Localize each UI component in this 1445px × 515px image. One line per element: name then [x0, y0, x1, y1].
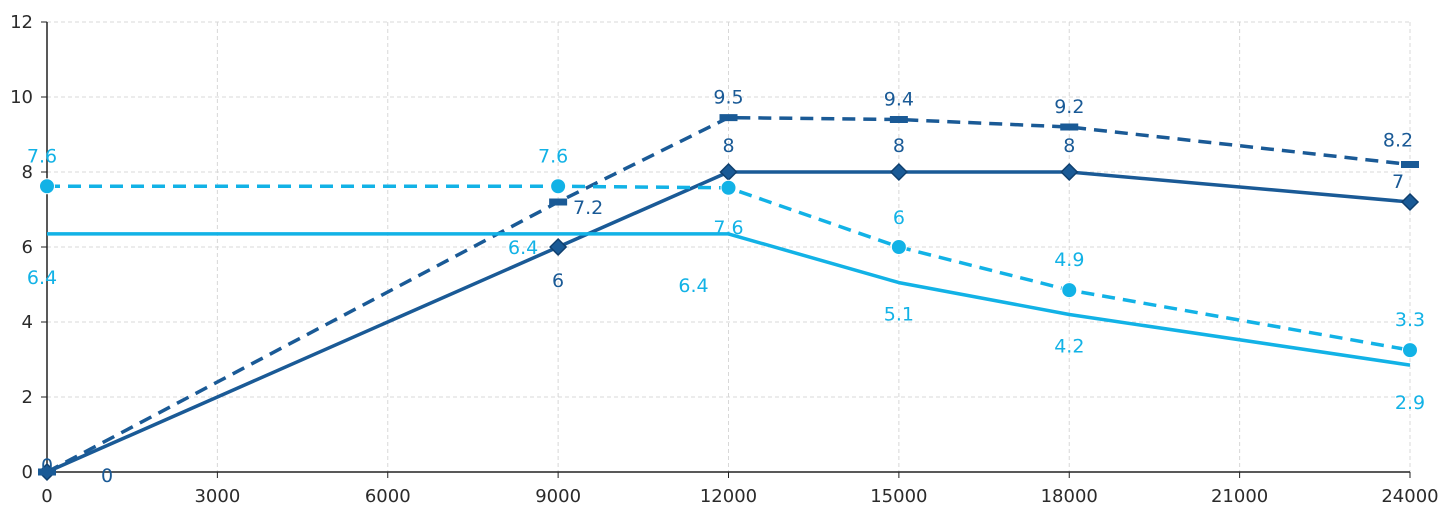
- y-tick-label: 10: [10, 87, 33, 108]
- data-point-circle: [550, 178, 567, 195]
- data-series: [46, 115, 1411, 474]
- data-point-circle: [890, 239, 907, 255]
- data-label: 9.2: [1054, 96, 1084, 118]
- data-label: 3.3: [1395, 309, 1425, 331]
- data-label: 6.4: [508, 237, 538, 259]
- x-tick-label: 0: [41, 486, 52, 507]
- y-tick-label: 2: [22, 387, 33, 408]
- data-markers: [37, 114, 1420, 482]
- data-label: 6: [552, 270, 564, 292]
- x-tick-label: 3000: [194, 486, 240, 507]
- data-point-dash: [549, 198, 568, 206]
- data-point-dash: [38, 468, 56, 476]
- data-point-dash: [1401, 161, 1419, 168]
- y-tick-label: 12: [10, 12, 33, 33]
- x-tick-label: 24000: [1381, 486, 1438, 507]
- data-point-dash: [1060, 123, 1079, 131]
- data-label: 0: [101, 465, 113, 487]
- gridlines: [47, 21, 1411, 472]
- y-tick-label: 6: [22, 237, 33, 258]
- data-label: 8: [893, 135, 905, 157]
- data-point-dash: [889, 116, 908, 123]
- data-point-diamond: [889, 162, 908, 182]
- series-line-4: [47, 184, 1411, 352]
- data-label: 6.4: [678, 275, 708, 297]
- data-label: 9.4: [884, 89, 914, 111]
- series-line-2: [46, 115, 1411, 474]
- data-point-diamond: [719, 162, 738, 182]
- data-label: 4.9: [1054, 249, 1084, 271]
- data-point-diamond: [549, 237, 568, 257]
- data-label: 7: [1392, 171, 1404, 193]
- series-line-1: [46, 170, 1411, 474]
- y-tick-label: 4: [22, 312, 33, 333]
- data-label: 9.5: [713, 87, 743, 109]
- data-label: 6.4: [27, 267, 57, 289]
- x-tick-label: 12000: [700, 486, 757, 507]
- data-label: 0: [41, 455, 53, 477]
- series-line-3: [47, 232, 1411, 367]
- data-point-circle: [39, 178, 55, 195]
- data-point-circle: [1402, 342, 1418, 359]
- data-point-diamond: [1400, 192, 1420, 212]
- x-tick-label: 9000: [535, 486, 581, 507]
- data-label: 7.6: [538, 145, 568, 167]
- data-point-circle: [720, 179, 737, 196]
- data-label: 8: [1063, 135, 1075, 157]
- data-label: 2.9: [1395, 392, 1425, 414]
- data-label: 8: [722, 135, 734, 157]
- data-point-diamond: [1060, 162, 1079, 182]
- x-tick-label: 18000: [1041, 486, 1098, 507]
- x-tick-label: 15000: [870, 486, 927, 507]
- data-label: 7.6: [27, 145, 57, 167]
- data-labels: 0 6 8 8 8 7 0 7.2 9.5 9.4 9.2 8.2 6.4 6.4 5.1 4.2 2.9 7.6…: [27, 87, 1425, 487]
- data-label: 6: [893, 207, 905, 229]
- data-point-circle: [1061, 282, 1078, 299]
- data-point-dash: [719, 114, 738, 122]
- data-label: 7.6: [713, 217, 743, 239]
- data-label: 4.2: [1054, 336, 1084, 358]
- tick-labels: 0 3000 6000 9000 12000 15000 18000 21000 2400002…: [10, 12, 1439, 507]
- data-label: 5.1: [884, 304, 914, 326]
- y-tick-label: 0: [22, 462, 33, 483]
- x-tick-label: 21000: [1211, 486, 1268, 507]
- data-label: 8.2: [1383, 130, 1413, 152]
- y-tick-label: 8: [22, 162, 33, 183]
- data-label: 7.2: [573, 197, 603, 219]
- x-tick-label: 6000: [365, 486, 411, 507]
